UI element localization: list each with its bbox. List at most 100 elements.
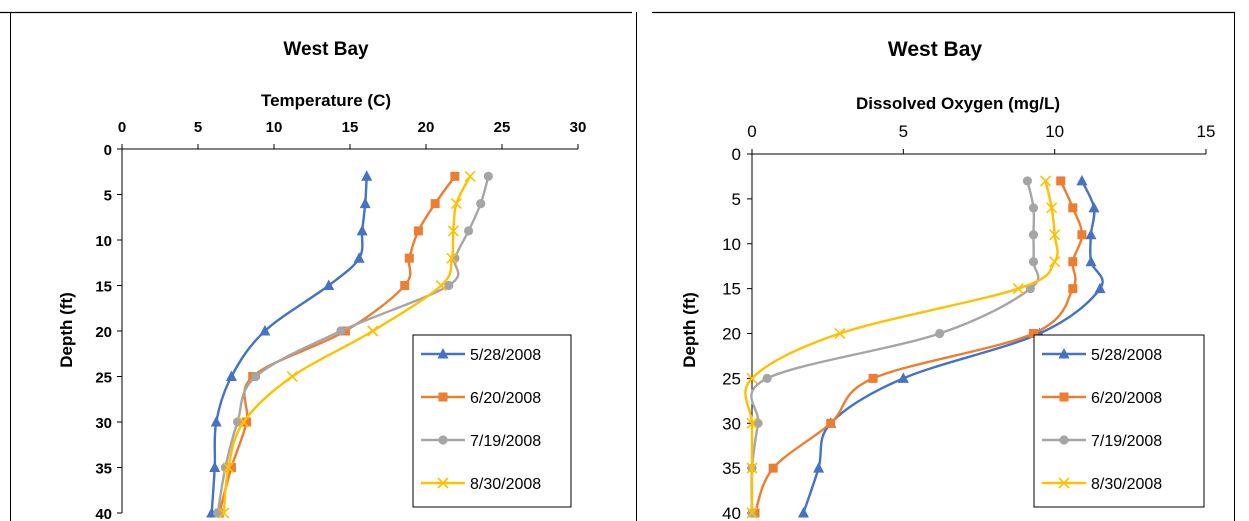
y-tick-labels: 0 5 10 15 20 25 30 35 40 xyxy=(95,142,112,521)
data-point xyxy=(746,462,758,474)
y-tick-label: 10 xyxy=(722,235,741,254)
legend-label: 6/20/2008 xyxy=(1091,390,1162,407)
data-point xyxy=(1049,256,1061,268)
legend-label: 5/28/2008 xyxy=(1091,347,1162,364)
y-tick-label: 20 xyxy=(722,325,741,344)
series-group xyxy=(744,174,1106,519)
data-point xyxy=(286,370,298,383)
data-point xyxy=(826,418,836,428)
data-point xyxy=(1085,255,1097,267)
data-point xyxy=(746,417,758,429)
legend-marker xyxy=(1058,477,1070,489)
data-point xyxy=(359,197,371,209)
y-tick-label: 5 xyxy=(732,190,741,209)
x-tick-label: 0 xyxy=(747,122,756,141)
legend-marker xyxy=(438,392,448,402)
y-tick-label: 30 xyxy=(722,414,741,433)
y-tick-label: 35 xyxy=(722,459,741,478)
data-point xyxy=(222,461,234,474)
data-point xyxy=(1046,202,1058,214)
x-tick-label: 0 xyxy=(118,119,126,136)
series-5/28/2008 xyxy=(206,170,373,518)
legend: 5/28/2008 6/20/2008 7/19/2008 8/30/2008 xyxy=(412,334,572,508)
data-point xyxy=(450,198,462,210)
data-point xyxy=(483,171,493,181)
data-point xyxy=(1076,174,1088,186)
data-point xyxy=(361,170,373,181)
data-point xyxy=(476,199,486,209)
series-8/30/2008 xyxy=(218,170,476,519)
y-tick-label: 25 xyxy=(95,370,112,387)
axes xyxy=(117,144,579,514)
data-point xyxy=(226,463,236,472)
data-point xyxy=(1012,283,1024,295)
data-point xyxy=(762,373,772,383)
data-point xyxy=(323,279,335,290)
y-tick-label: 0 xyxy=(732,145,741,164)
dissolved-oxygen-chart: West Bay Dissolved Oxygen (mg/L) Depth (… xyxy=(680,38,1215,521)
legend-entry: 5/28/2008 xyxy=(1042,347,1162,364)
y-tick-label: 15 xyxy=(95,279,112,296)
x-tick-label: 30 xyxy=(570,119,587,136)
data-point xyxy=(746,507,758,519)
y-tick-label: 40 xyxy=(722,504,741,521)
data-point xyxy=(1068,284,1078,294)
series-line xyxy=(218,175,456,514)
x-tick-label: 15 xyxy=(1197,122,1216,141)
x-tick-labels: 0 5 10 15 20 25 30 xyxy=(118,119,587,136)
legend-label: 8/30/2008 xyxy=(470,476,541,493)
y-tick-label: 20 xyxy=(95,324,112,341)
data-point xyxy=(834,327,846,340)
x-axis-label: Temperature (C) xyxy=(261,91,391,110)
y-tick-label: 35 xyxy=(95,461,112,478)
data-point xyxy=(242,417,252,427)
y-tick-label: 10 xyxy=(95,233,112,250)
series-line xyxy=(753,180,1084,514)
data-point xyxy=(238,416,250,428)
data-point xyxy=(463,226,474,236)
temperature-chart: West Bay Temperature (C) Depth (ft) 0 5 10… xyxy=(57,39,586,521)
data-point xyxy=(813,462,825,473)
data-point xyxy=(404,253,414,263)
data-point xyxy=(868,373,878,383)
data-point xyxy=(1028,230,1039,240)
legend-entry: 5/28/2008 xyxy=(421,347,541,364)
x-tick-label: 5 xyxy=(194,119,202,136)
x-tick-label: 25 xyxy=(494,119,511,136)
data-point xyxy=(1049,229,1061,241)
data-point xyxy=(336,326,346,336)
data-point xyxy=(259,325,271,336)
data-point xyxy=(209,461,221,472)
data-point xyxy=(1094,282,1106,294)
series-8/30/2008 xyxy=(744,175,1061,519)
data-point xyxy=(1077,230,1087,240)
data-point xyxy=(446,252,458,264)
data-point xyxy=(797,507,809,518)
data-point xyxy=(464,170,476,182)
legend-label: 7/19/2008 xyxy=(1091,433,1162,450)
data-point xyxy=(746,372,758,384)
chart-title: West Bay xyxy=(888,38,982,61)
data-point xyxy=(1056,176,1066,186)
series-line xyxy=(744,180,1059,513)
x-tick-labels: 0 5 10 15 xyxy=(747,122,1215,141)
series-6/20/2008 xyxy=(750,176,1087,518)
legend-entry: 7/19/2008 xyxy=(421,433,541,450)
data-point xyxy=(444,280,454,291)
data-point xyxy=(225,370,237,381)
legend-entry: 6/20/2008 xyxy=(421,390,541,407)
data-point xyxy=(1028,203,1039,213)
data-point xyxy=(367,325,379,337)
series-line xyxy=(222,175,472,514)
y-axis-label: Depth (ft) xyxy=(680,292,699,368)
data-point xyxy=(400,281,410,290)
data-point xyxy=(356,224,368,236)
y-tick-labels: 0 5 10 15 20 25 30 35 40 xyxy=(722,145,741,521)
legend: 5/28/2008 6/20/2008 7/19/2008 8/30/2008 xyxy=(1033,334,1205,508)
data-point xyxy=(213,508,223,518)
x-tick-label: 15 xyxy=(342,119,359,136)
data-point xyxy=(413,226,423,236)
data-point xyxy=(768,463,778,473)
y-tick-label: 0 xyxy=(104,142,112,159)
